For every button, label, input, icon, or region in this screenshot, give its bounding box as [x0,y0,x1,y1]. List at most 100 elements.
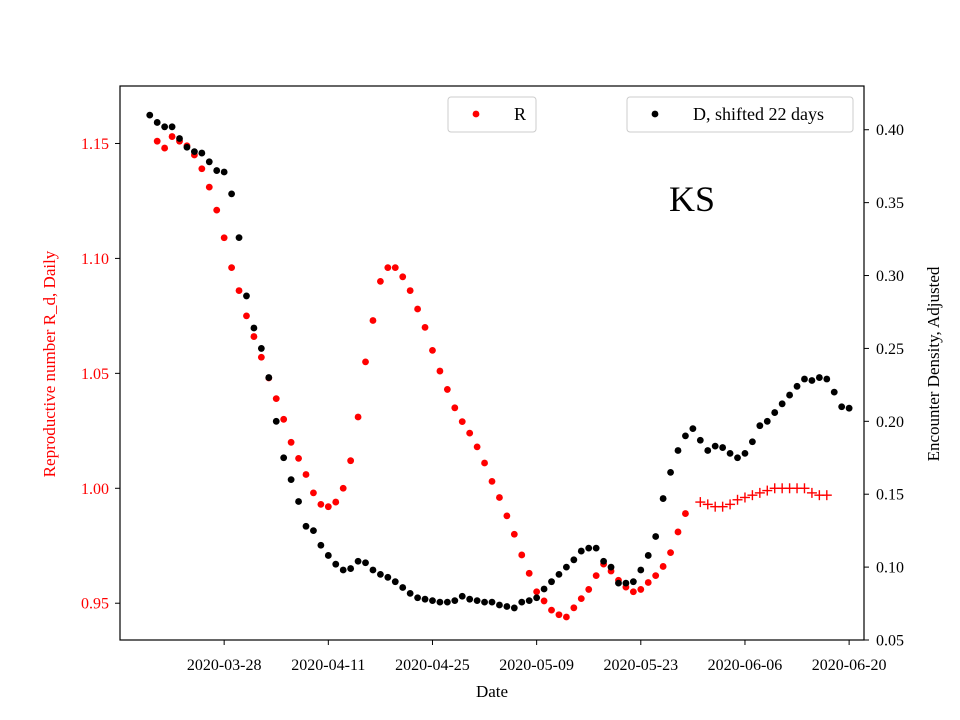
r-point [421,323,429,331]
d-point [473,597,481,605]
r-point [585,586,593,593]
d-point [265,374,273,381]
x-tick-label: 2020-06-06 [708,657,783,674]
r-plus-point [695,497,706,508]
d-point [414,594,421,602]
d-point [726,449,734,457]
r-point [302,471,310,478]
r-point [198,165,206,173]
right-y-tick-label: 0.15 [876,487,904,504]
r-point [674,528,682,536]
right-y-tick-label: 0.25 [876,341,904,358]
r-point [280,415,288,423]
right-y-axis-title: Encounter Density, Adjusted [924,266,943,461]
d-point [801,375,808,383]
d-point [324,552,332,559]
r-point [377,277,384,285]
r-point [317,500,325,508]
d-point [622,579,630,587]
r-point [384,264,392,272]
legend-r-label: R [514,104,526,124]
r-point [436,367,444,375]
d-point [696,436,704,444]
r-point [399,273,407,281]
r-point [473,443,481,451]
d-point [652,533,660,540]
d-point [629,578,637,586]
r-point [310,489,317,497]
d-point [354,557,362,565]
left-y-tick-label: 1.05 [81,366,109,383]
d-point [458,592,466,600]
r-point [250,333,258,340]
d-point [161,123,169,131]
left-y-tick-label: 1.00 [81,481,109,498]
r-plus-point [717,501,728,512]
d-point [481,598,488,606]
right-y-tick-label: 0.40 [876,122,904,139]
d-point [793,382,801,390]
x-tick-label: 2020-03-28 [187,657,262,674]
r-plus-point [806,487,817,498]
d-point [183,143,191,151]
r-point [443,386,451,393]
d-point [525,597,533,605]
r-point [592,572,600,580]
d-point [362,559,369,567]
r-point [533,588,541,596]
legend-d: D, shifted 22 days [626,96,854,133]
r-point [228,264,236,272]
right-y-tick-label: 0.30 [876,268,904,285]
r-point [168,133,176,140]
d-point [637,566,645,574]
d-point [287,476,295,484]
r-point [570,604,578,612]
d-point [749,438,756,446]
state-annotation: KS [669,179,715,219]
d-point [518,598,526,606]
d-point [205,158,213,166]
r-point [518,551,526,559]
d-point [220,168,228,176]
d-point [466,595,474,603]
d-point [674,447,682,454]
d-point [228,190,236,198]
r-plus-point [747,490,758,501]
d-point [339,566,347,574]
d-point [823,375,831,383]
r-point [682,510,689,517]
left-y-tick-label: 1.10 [81,251,109,268]
r-point [354,413,362,421]
d-point [429,597,436,605]
d-point [667,468,674,476]
d-point [243,292,250,300]
r-plus-point [739,492,750,503]
d-point [548,578,555,586]
r-point [205,183,213,191]
d-point [235,234,243,242]
d-point [577,547,585,555]
d-point [711,442,719,450]
right-y-tick-label: 0.35 [876,195,904,212]
x-tick-label: 2020-05-23 [603,657,678,674]
d-point [763,417,771,425]
r-point [161,144,169,152]
r-plus-point [762,485,773,496]
d-point [786,391,793,399]
r-plus-point [821,490,832,501]
d-point [146,111,154,119]
r-point [347,457,355,465]
r-point [414,305,421,313]
r-point [667,549,674,557]
r-point [563,613,570,621]
d-point [257,345,265,352]
d-point [280,454,288,462]
legend-d-marker [651,110,659,118]
d-point [510,604,518,612]
d-point [391,578,399,586]
r-point [555,611,563,619]
d-point [384,573,392,581]
left-y-tick-label: 0.95 [81,596,109,613]
r-point [235,287,243,294]
